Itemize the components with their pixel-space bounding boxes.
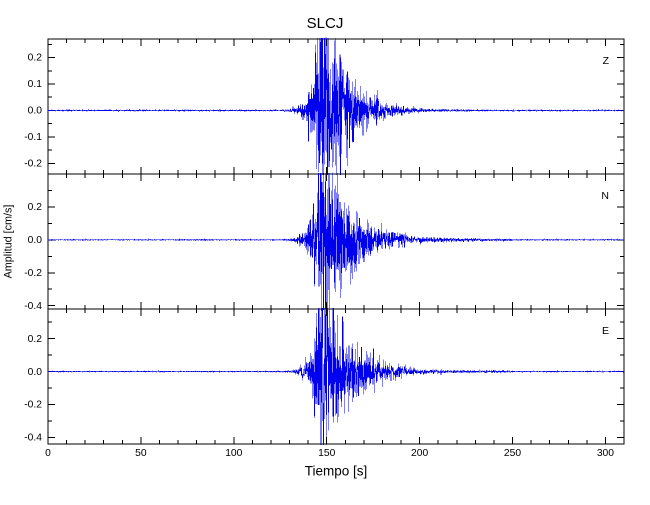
- svg-text:-0.1: -0.1: [24, 132, 42, 143]
- svg-text:Tiempo [s]: Tiempo [s]: [305, 464, 368, 479]
- svg-text:150: 150: [318, 448, 335, 459]
- svg-text:0.0: 0.0: [28, 367, 43, 378]
- svg-text:-0.4: -0.4: [24, 433, 42, 444]
- svg-text:0.2: 0.2: [28, 202, 43, 213]
- svg-text:0.2: 0.2: [28, 334, 43, 345]
- svg-text:200: 200: [411, 448, 428, 459]
- svg-text:0.0: 0.0: [28, 235, 43, 246]
- svg-text:-0.4: -0.4: [24, 301, 42, 312]
- svg-text:SLCJ: SLCJ: [307, 15, 344, 32]
- svg-text:0.1: 0.1: [28, 79, 43, 90]
- svg-text:0.2: 0.2: [28, 53, 43, 64]
- svg-text:100: 100: [225, 448, 242, 459]
- svg-text:E: E: [602, 325, 609, 337]
- svg-text:Amplitud [cm/s]: Amplitud [cm/s]: [3, 205, 15, 279]
- svg-text:50: 50: [135, 448, 147, 459]
- svg-text:Z: Z: [603, 55, 610, 67]
- svg-text:0: 0: [45, 448, 51, 459]
- svg-text:-0.2: -0.2: [24, 159, 42, 170]
- svg-text:N: N: [601, 190, 609, 202]
- svg-text:250: 250: [504, 448, 521, 459]
- svg-text:300: 300: [597, 448, 614, 459]
- svg-text:0.0: 0.0: [28, 106, 43, 117]
- svg-text:-0.2: -0.2: [24, 268, 42, 279]
- svg-text:-0.2: -0.2: [24, 400, 42, 411]
